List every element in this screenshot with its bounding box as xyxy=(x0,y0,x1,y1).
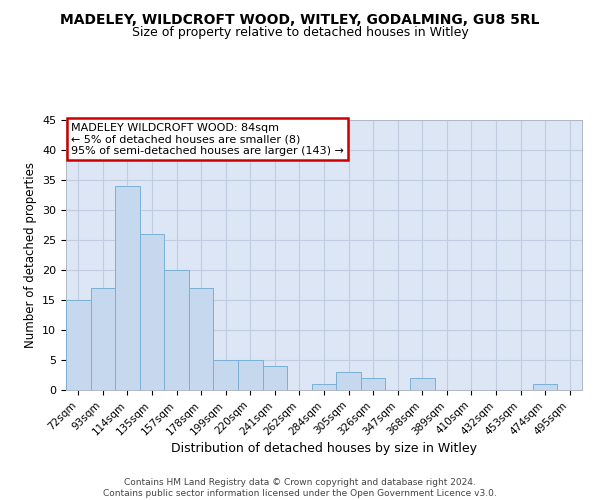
Text: MADELEY WILDCROFT WOOD: 84sqm
← 5% of detached houses are smaller (8)
95% of sem: MADELEY WILDCROFT WOOD: 84sqm ← 5% of de… xyxy=(71,122,344,156)
X-axis label: Distribution of detached houses by size in Witley: Distribution of detached houses by size … xyxy=(171,442,477,455)
Bar xyxy=(410,378,434,390)
Bar xyxy=(238,360,263,390)
Text: MADELEY, WILDCROFT WOOD, WITLEY, GODALMING, GU8 5RL: MADELEY, WILDCROFT WOOD, WITLEY, GODALMI… xyxy=(60,12,540,26)
Bar xyxy=(164,270,189,390)
Bar xyxy=(533,384,557,390)
Text: Size of property relative to detached houses in Witley: Size of property relative to detached ho… xyxy=(131,26,469,39)
Bar xyxy=(140,234,164,390)
Bar xyxy=(66,300,91,390)
Text: Contains HM Land Registry data © Crown copyright and database right 2024.
Contai: Contains HM Land Registry data © Crown c… xyxy=(103,478,497,498)
Bar xyxy=(336,372,361,390)
Bar xyxy=(91,288,115,390)
Bar xyxy=(214,360,238,390)
Bar xyxy=(189,288,214,390)
Bar xyxy=(115,186,140,390)
Bar xyxy=(312,384,336,390)
Y-axis label: Number of detached properties: Number of detached properties xyxy=(23,162,37,348)
Bar xyxy=(263,366,287,390)
Bar xyxy=(361,378,385,390)
